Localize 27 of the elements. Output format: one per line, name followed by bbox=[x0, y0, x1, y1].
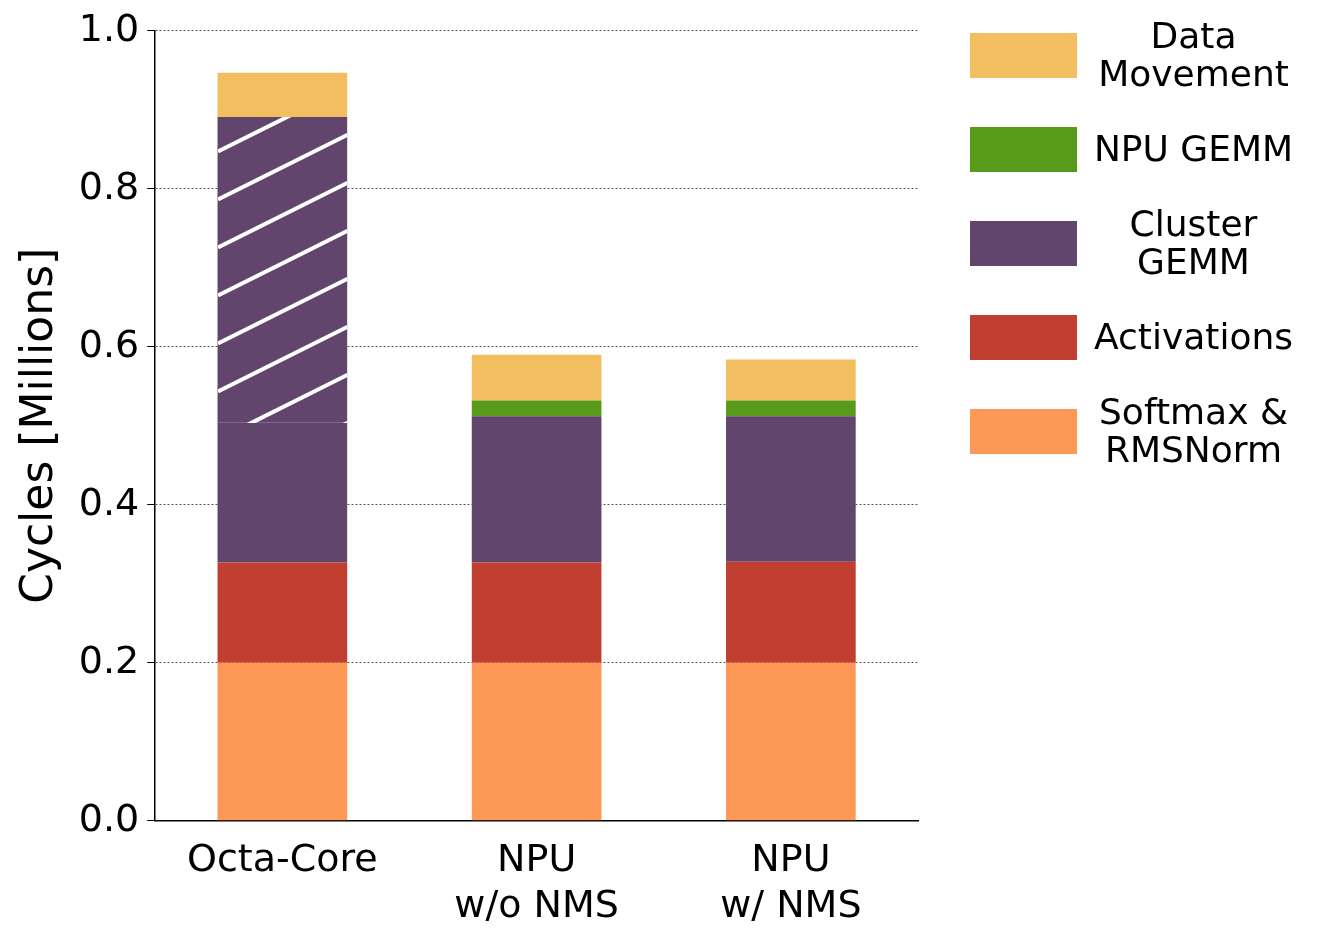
bar bbox=[726, 662, 856, 821]
legend-label: Activations bbox=[1093, 316, 1294, 357]
legend-label: Data Movement bbox=[1097, 15, 1290, 94]
bar bbox=[471, 416, 602, 563]
x-tick-label: NPU w/ NMS bbox=[720, 836, 862, 927]
bar bbox=[726, 561, 856, 663]
y-tick-label: 0.6 bbox=[78, 321, 140, 366]
bar bbox=[471, 354, 602, 401]
bar bbox=[217, 562, 348, 663]
legend-label: Softmax & RMSNorm bbox=[1098, 391, 1289, 470]
y-tick-label: 0.2 bbox=[78, 637, 140, 682]
bar bbox=[471, 662, 602, 821]
bar bbox=[471, 400, 602, 417]
legend-label: Cluster GEMM bbox=[1128, 203, 1259, 282]
y-tick-label: 0.4 bbox=[78, 479, 140, 524]
bar bbox=[726, 359, 856, 401]
x-tick-label: Octa-Core bbox=[187, 836, 378, 881]
y-tick-label: 0.8 bbox=[78, 163, 140, 208]
y-tick-label: 0.0 bbox=[78, 795, 140, 840]
legend-label: NPU GEMM bbox=[1092, 128, 1295, 169]
x-tick-label: NPU w/o NMS bbox=[454, 836, 619, 927]
y-axis-title: Cycles [Millions] bbox=[10, 247, 62, 604]
bar bbox=[726, 400, 856, 417]
bar bbox=[471, 562, 602, 663]
y-tick-label: 1.0 bbox=[78, 5, 140, 50]
bar bbox=[217, 662, 348, 821]
bar bbox=[726, 416, 856, 562]
